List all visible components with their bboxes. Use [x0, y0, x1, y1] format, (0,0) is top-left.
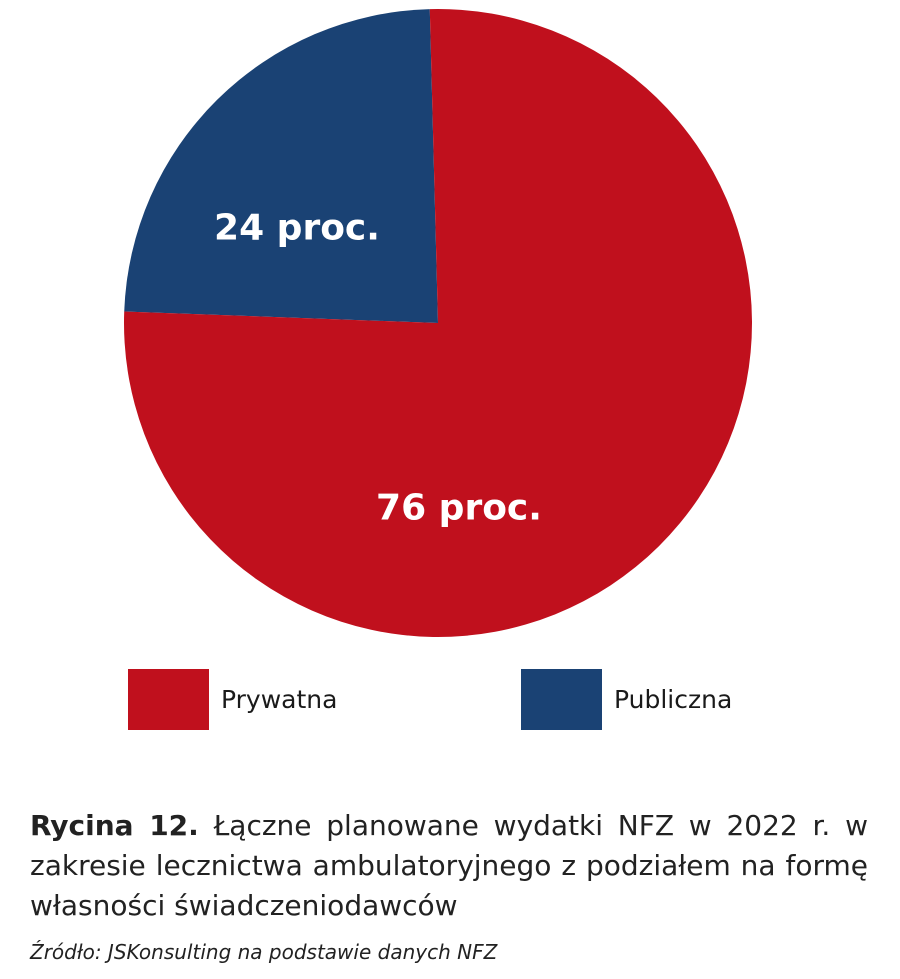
source-note: Źródło: JSKonsulting na podstawie danych…	[30, 940, 498, 964]
pie-chart: 24 proc. 76 proc.	[124, 9, 753, 638]
caption-label: Rycina 12.	[30, 809, 199, 842]
figure-caption: Rycina 12. Łączne planowane wydatki NFZ …	[30, 806, 868, 926]
legend-label-prywatna: Prywatna	[221, 684, 338, 714]
legend: Prywatna Publiczna	[0, 668, 900, 730]
legend-label-publiczna: Publiczna	[614, 684, 733, 714]
legend-swatch-prywatna	[128, 668, 209, 730]
legend-item-publiczna: Publiczna	[521, 668, 732, 730]
caption-text: Łączne planowane wydatki NFZ w 2022 r. w…	[30, 809, 868, 922]
slice-label-publiczna: 24 proc.	[214, 208, 380, 249]
legend-item-prywatna: Prywatna	[128, 668, 337, 730]
pie-slice-publiczna	[124, 9, 439, 323]
pie-slice-prywatna	[124, 9, 753, 638]
slice-label-prywatna: 76 proc.	[376, 488, 542, 529]
legend-swatch-publiczna	[521, 668, 602, 730]
